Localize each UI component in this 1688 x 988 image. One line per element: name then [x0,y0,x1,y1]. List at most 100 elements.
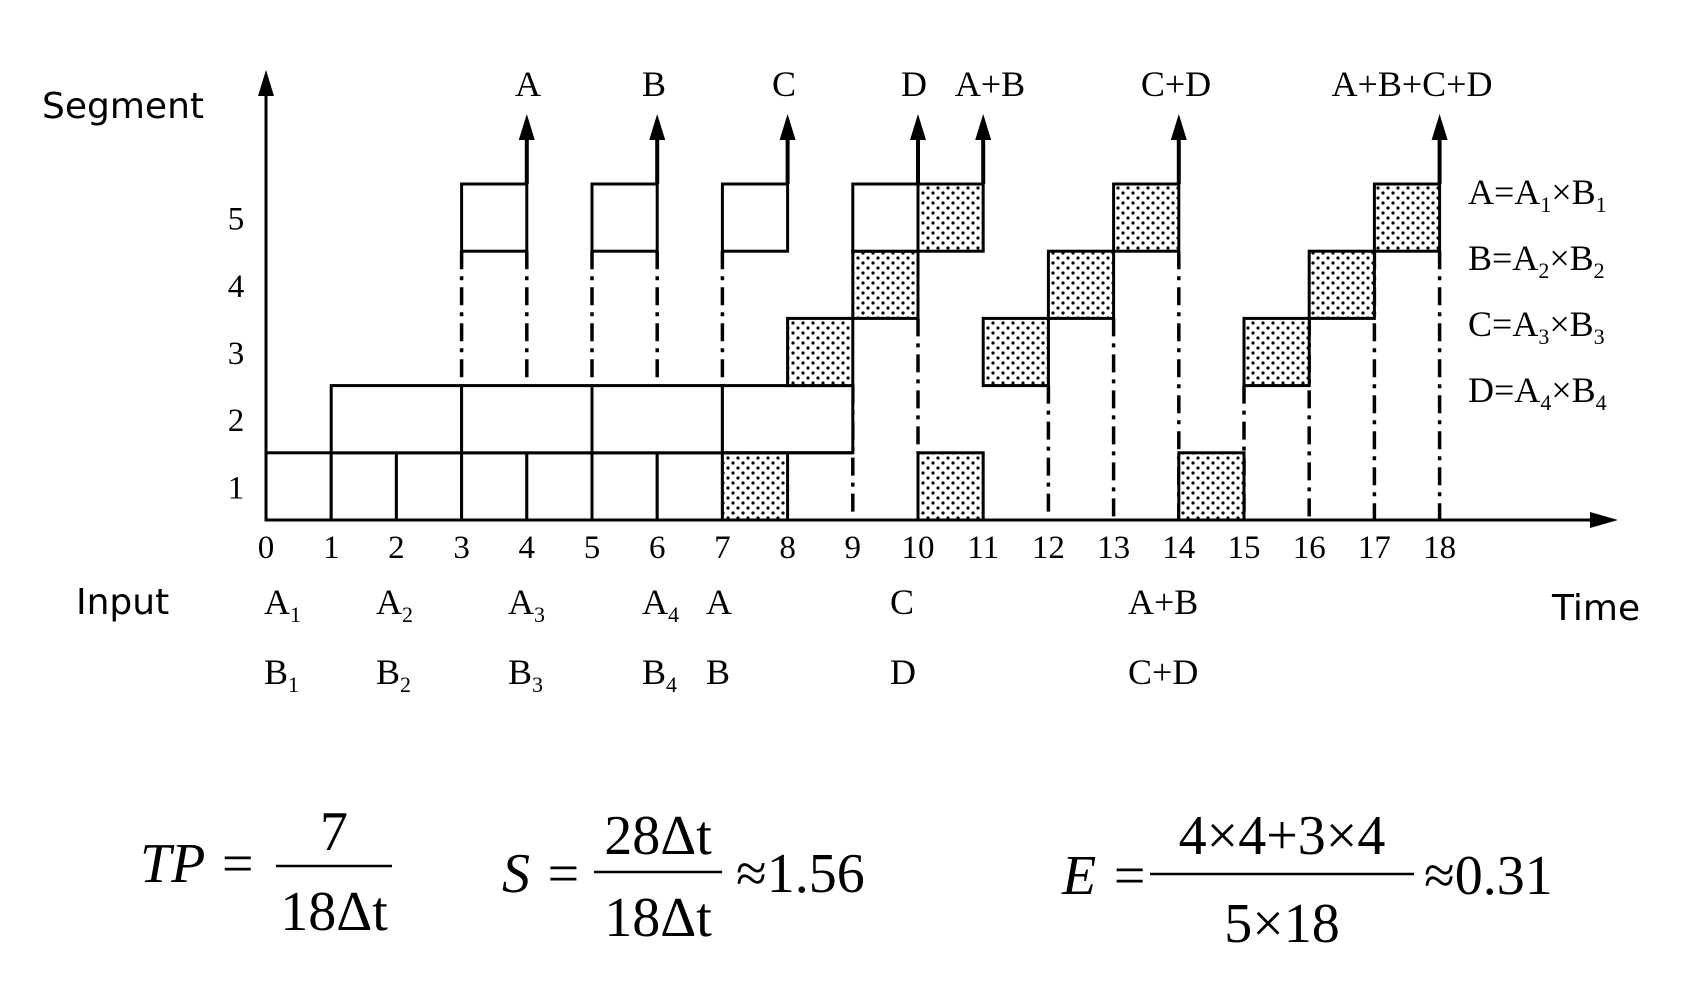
input-label-subscript: 1 [290,602,301,627]
legend-entry-part: 1 [1596,192,1607,217]
formula-s: S = 28Δt 18Δt ≈1.56 [502,805,865,949]
output-label: B [642,64,666,104]
input-label-base: C [890,582,914,622]
input-label: B3 [508,652,543,697]
legend-entry-part: ×B [1551,172,1595,212]
input-label-base: C+D [1128,652,1198,692]
legend-entry-part: 3 [1594,324,1605,349]
x-tick-labels: 0 1 2 3 4 5 6 7 8 9 10 11 12 13 14 15 16 17 18 [258,530,1456,566]
y-tick-label: 1 [228,470,245,506]
input-label-base: A [376,582,402,622]
input-label: A4 [642,582,679,627]
output-arrow-head [518,114,535,140]
output-arrow-head [779,114,796,140]
plain-box [590,451,659,522]
legend-entry-part: ×B [1549,238,1593,278]
plain-box [720,384,855,455]
input-label-base: B [642,652,666,692]
dotted-box [1112,182,1181,253]
formula-s-den: 18Δt [604,887,712,949]
y-tick-label: 5 [228,202,245,238]
formula-tp: TP = 7 18Δt [140,801,392,943]
x-tick-label: 2 [388,530,405,566]
x-tick-label: 16 [1293,530,1326,566]
formula-tp-den: 18Δt [280,881,388,943]
plain-box [851,182,920,253]
input-label-base: D [890,652,916,692]
input-label: B4 [642,652,677,697]
formula-e-num: 4×4+3×4 [1179,805,1386,867]
x-tick-label: 6 [649,530,666,566]
x-tick-label: 17 [1358,530,1391,566]
input-label-base: B [508,652,532,692]
dotted-box [720,451,790,522]
legend-entry-part: 4 [1596,390,1607,415]
dotted-box [1372,182,1442,253]
input-label-base: B [264,652,288,692]
legend-entry-part: 4 [1540,390,1551,415]
plain-box [394,451,464,522]
input-label: A [706,582,732,622]
input-label-base: B [706,652,730,692]
x-tick-label: 10 [902,530,935,566]
input-label-base: B [376,652,400,692]
pipeline-boxes [264,182,1442,522]
input-label-subscript: 4 [668,602,679,627]
output-label: A+B+C+D [1332,64,1493,104]
output-label: D [901,64,927,104]
input-label: C+D [1128,652,1198,692]
legend-entry-part: 1 [1540,192,1551,217]
formula-e: E = 4×4+3×4 5×18 ≈0.31 [1061,805,1553,955]
output-arrow-head [975,114,992,140]
legend: A=A1×B1B=A2×B2C=A3×B3D=A4×B4 [1468,172,1607,415]
x-tick-label: 1 [323,530,340,566]
dotted-box [1307,249,1376,320]
input-label: A1 [264,582,301,627]
dotted-box [1242,316,1311,388]
formula-s-rhs: ≈1.56 [736,843,865,905]
plain-box [329,384,464,455]
x-tick-label: 13 [1097,530,1130,566]
legend-entry-part: B=A [1468,238,1538,278]
plain-box [590,182,659,253]
dotted-box [916,182,985,253]
output-arrows [518,114,1448,184]
input-label: A+B [1128,582,1198,622]
legend-entry-part: A=A [1468,172,1540,212]
x-tick-label: 9 [845,530,862,566]
formula-tp-num: 7 [320,801,348,863]
input-label-subscript: 1 [288,672,299,697]
output-arrow-head [1431,114,1448,140]
output-label: C [772,64,796,104]
y-tick-label: 3 [228,336,245,372]
x-tick-label: 7 [714,530,731,566]
input-label: B [706,652,730,692]
x-tick-label: 5 [584,530,601,566]
input-label-base: A [264,582,290,622]
plain-box [329,451,398,522]
formula-tp-lhs: TP = [140,833,256,895]
legend-entry-part: 3 [1538,324,1549,349]
y-tick-label: 4 [228,269,245,305]
output-label: C+D [1141,64,1211,104]
x-tick-label: 15 [1228,530,1261,566]
output-arrow-head [910,114,926,140]
legend-entry: B=A2×B2 [1468,238,1605,283]
legend-entry-part: 2 [1538,258,1549,283]
x-tick-label: 18 [1423,530,1456,566]
input-label-subscript: 3 [534,602,545,627]
output-labels: A B C D A+B C+D A+B+C+D [515,64,1492,104]
input-label: B2 [376,652,411,697]
output-arrow-head [649,114,666,140]
legend-entry-part: C=A [1468,304,1538,344]
input-label-subscript: 2 [402,602,413,627]
formula-e-rhs: ≈0.31 [1424,845,1553,907]
dotted-box [851,249,920,320]
input-label-subscript: 3 [532,672,543,697]
dotted-box [786,316,855,388]
legend-entry: C=A3×B3 [1468,304,1605,349]
output-label: A [515,64,541,104]
input-label-base: A [642,582,668,622]
y-tick-label: 2 [228,403,245,439]
